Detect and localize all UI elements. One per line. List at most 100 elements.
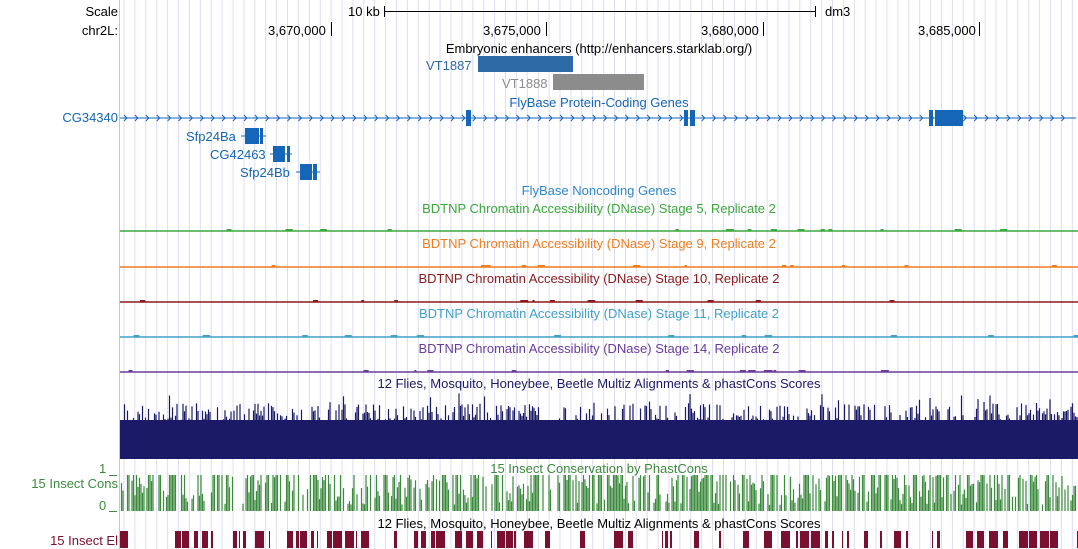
dnase-signal-bump: [904, 265, 909, 267]
dnase-signal-bump: [828, 229, 833, 231]
dnase-signal-bump: [773, 370, 777, 372]
strand-arrow-icon: [156, 114, 161, 122]
conserved-element: [764, 531, 772, 548]
conserved-element: [296, 531, 299, 548]
conserved-element: [506, 531, 513, 548]
strand-arrow-icon: [483, 114, 488, 122]
dnase-signal-bump: [521, 265, 527, 267]
strand-arrow-icon: [864, 114, 869, 122]
strand-arrow-icon: [853, 114, 859, 122]
strand-arrow-icon: [777, 114, 782, 122]
conserved-element: [175, 531, 181, 548]
dnase-signal-bump: [668, 335, 675, 337]
gene-cg34340-exon: [929, 110, 933, 126]
conserved-element: [694, 531, 699, 548]
dnase-stage10-title[interactable]: BDTNP Chromatin Accessibility (DNase) St…: [418, 271, 780, 286]
strand-arrow-icon: [810, 114, 815, 122]
dnase-signal-bump: [767, 370, 773, 372]
strand-arrow-icon: [178, 114, 183, 122]
dnase-signal-bump: [427, 370, 434, 372]
gene-sfp24bb-label[interactable]: Sfp24Bb: [240, 165, 290, 180]
conserved-element: [436, 531, 445, 548]
elements-track-title[interactable]: 12 Flies, Mosquito, Honeybee, Beetle Mul…: [377, 516, 821, 531]
strand-arrow-icon: [352, 114, 357, 122]
enhancer-vt1888-feature[interactable]: [553, 74, 644, 90]
small-gene-exon: [300, 164, 312, 180]
dnase-signal-bump: [203, 335, 208, 337]
conserved-element: [937, 531, 940, 548]
conserved-element: [287, 531, 293, 548]
gene-cg34340-label[interactable]: CG34340: [62, 110, 118, 125]
gene-cg42463-label[interactable]: CG42463: [210, 147, 266, 162]
dnase-stage14-title[interactable]: BDTNP Chromatin Accessibility (DNase) St…: [418, 341, 780, 356]
dnase-signal-bump: [361, 300, 365, 302]
strand-arrow-icon: [341, 114, 346, 122]
conserved-element: [414, 531, 418, 548]
enhancer-track-title[interactable]: Embryonic enhancers (http://enhancers.st…: [445, 41, 753, 56]
dnase-signal-bump: [394, 300, 398, 302]
protein-coding-track-title[interactable]: FlyBase Protein-Coding Genes: [509, 95, 689, 110]
dnase-stage11-title[interactable]: BDTNP Chromatin Accessibility (DNase) St…: [418, 306, 780, 321]
phastcons-track-title[interactable]: 15 Insect Conservation by PhastCons: [490, 461, 708, 476]
strand-arrow-icon: [788, 114, 793, 122]
dnase-signal-bump: [739, 370, 746, 372]
dnase-signal-bump: [954, 229, 962, 231]
dnase-signal-bump: [707, 300, 714, 302]
conserved-element: [864, 531, 868, 548]
strand-arrow-icon: [145, 114, 150, 122]
ruler-tick-label: 3,670,000: [268, 23, 326, 38]
strand-arrow-icon: [123, 114, 128, 122]
dnase-signal-bump: [748, 370, 756, 372]
scale-bar: [384, 6, 816, 17]
gene-sfp24ba-label[interactable]: Sfp24Ba: [186, 129, 236, 144]
strand-arrow-icon: [962, 114, 968, 122]
multiz-track-title[interactable]: 12 Flies, Mosquito, Honeybee, Beetle Mul…: [377, 376, 821, 391]
strand-arrow-icon: [559, 114, 564, 122]
dnase-stage9-title[interactable]: BDTNP Chromatin Accessibility (DNase) St…: [422, 236, 776, 251]
strand-arrow-icon: [439, 114, 444, 122]
conserved-element: [989, 531, 998, 548]
strand-arrow-icon: [417, 114, 423, 122]
dnase-signal-bump: [797, 229, 805, 231]
conserved-element: [300, 531, 307, 548]
conserved-element: [628, 531, 633, 548]
conserved-element: [545, 531, 550, 548]
conserved-element: [796, 531, 798, 548]
ruler-tick: [546, 22, 547, 36]
strand-arrow-icon: [646, 114, 651, 122]
conserved-element: [311, 531, 314, 548]
conserved-element: [932, 531, 933, 548]
enhancer-vt1887-feature[interactable]: [478, 56, 573, 72]
small-gene-exon: [273, 146, 285, 162]
dnase-signal-bump: [889, 300, 895, 302]
strand-arrow-icon: [799, 114, 804, 122]
dnase-signal-bump: [320, 229, 327, 231]
conserved-element: [491, 531, 492, 548]
dnase-signal-bump: [764, 335, 772, 337]
dnase-signal-bump: [1052, 265, 1057, 267]
strand-arrow-icon: [995, 114, 1000, 122]
strand-arrow-icon: [832, 114, 837, 122]
conserved-element: [317, 531, 318, 548]
small-gene-exon: [245, 128, 259, 144]
phastcons-left-label[interactable]: 15 Insect Cons: [31, 476, 118, 491]
dnase-signal-bump: [532, 300, 535, 302]
conserved-element: [239, 531, 240, 548]
strand-arrow-icon: [472, 114, 477, 122]
strand-arrow-icon: [635, 114, 641, 122]
strand-arrow-icon: [1028, 114, 1033, 122]
dnase-stage5-title[interactable]: BDTNP Chromatin Accessibility (DNase) St…: [422, 201, 776, 216]
dnase-signal-bump: [820, 229, 825, 231]
conserved-element: [497, 531, 505, 548]
elements-left-label[interactable]: 15 Insect El: [50, 533, 118, 548]
strand-arrow-icon: [1039, 114, 1044, 122]
enhancer-vt1888-label[interactable]: VT1888: [502, 76, 548, 91]
strand-arrow-icon: [734, 114, 739, 122]
noncoding-track-title[interactable]: FlyBase Noncoding Genes: [521, 183, 677, 198]
enhancer-vt1887-label[interactable]: VT1887: [426, 58, 472, 73]
phastcons-axis-min: 0: [99, 498, 107, 513]
strand-arrow-icon: [973, 114, 978, 122]
conserved-element: [455, 531, 462, 548]
strand-arrow-icon: [287, 114, 292, 122]
